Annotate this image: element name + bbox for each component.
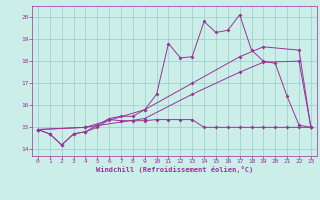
X-axis label: Windchill (Refroidissement éolien,°C): Windchill (Refroidissement éolien,°C) — [96, 166, 253, 173]
